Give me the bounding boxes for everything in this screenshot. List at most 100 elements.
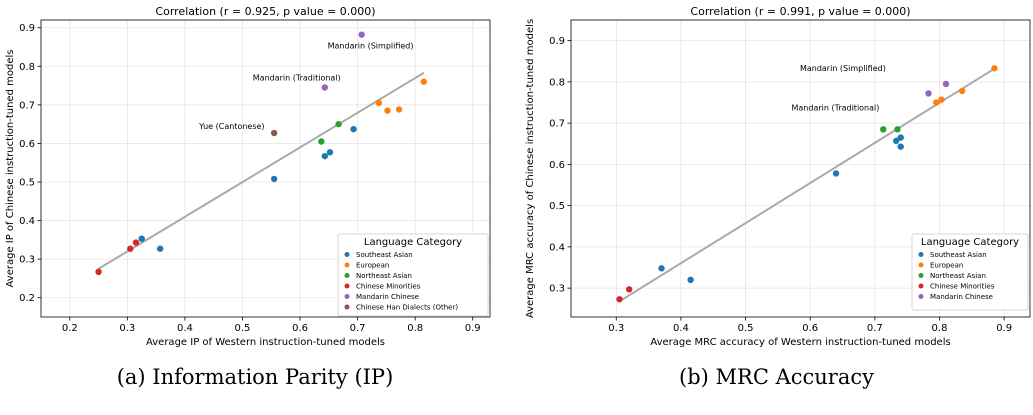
y-tick-label: 0.2 — [19, 293, 35, 304]
point-annotation: Mandarin (Traditional) — [792, 103, 880, 112]
data-point — [270, 129, 278, 137]
legend-label: Chinese Han Dialects (Other) — [356, 304, 458, 312]
legend-title: Language Category — [364, 237, 462, 248]
x-tick-label: 0.5 — [235, 323, 251, 334]
x-tick-label: 0.2 — [62, 323, 78, 334]
data-point — [350, 125, 357, 133]
data-point — [375, 99, 383, 107]
ip-chart-panel: 0.2 0.3 0.4 0.5 0.6 0.7 0.8 0.9 0.2 0.3 0.4 0.5 0.6 0… — [0, 0, 510, 415]
data-point — [942, 80, 950, 88]
mrc-scatter-chart: 0.3 0.4 0.5 0.6 0.7 0.8 0.9 0.3 0.4 0.5 0.6 0.7 0.8 0… — [525, 5, 1031, 348]
data-point — [832, 170, 840, 177]
point-annotation: Mandarin (Simplified) — [800, 64, 886, 73]
data-point — [958, 87, 966, 95]
legend-label: Chinese Minorities — [930, 283, 995, 291]
data-point — [321, 152, 328, 160]
data-point — [127, 245, 134, 252]
x-axis-label: Average MRC accuracy of Western instruct… — [650, 337, 950, 348]
point-annotation: Mandarin (Simplified) — [328, 42, 414, 51]
data-point — [897, 134, 904, 141]
data-point — [358, 31, 365, 38]
point-annotation: Mandarin (Traditional) — [253, 74, 341, 83]
ip-chart-caption: (a) Information Parity (IP) — [116, 365, 394, 389]
x-tick-label: 0.6 — [292, 323, 308, 334]
chart-title: Correlation (r = 0.925, p value = 0.000) — [155, 5, 375, 18]
plot-area-frame — [40, 19, 491, 318]
legend-marker — [918, 262, 924, 268]
data-point — [625, 286, 633, 293]
x-tick-label: 0.8 — [932, 323, 948, 334]
data-point — [270, 175, 278, 183]
x-tick-label: 0.4 — [673, 323, 689, 334]
data-point — [938, 96, 945, 103]
legend-label: European — [930, 262, 963, 270]
trend-line — [618, 67, 995, 303]
legend-marker — [344, 252, 350, 257]
legend-label: Mandarin Chinese — [356, 293, 419, 301]
x-tick-label: 0.7 — [867, 323, 883, 334]
data-point — [616, 296, 623, 303]
data-point — [894, 126, 901, 133]
x-tick-label: 0.5 — [738, 323, 754, 334]
legend-title: Language Category — [921, 237, 1019, 248]
data-point — [925, 90, 932, 97]
data-point — [892, 137, 900, 145]
y-tick-label: 0.9 — [19, 23, 35, 34]
x-tick-label: 0.8 — [407, 323, 423, 334]
legend-marker — [344, 262, 350, 268]
legend-marker — [344, 273, 350, 278]
x-axis-label: Average IP of Western instruction-tuned … — [146, 337, 385, 348]
plot-area-frame — [570, 19, 1031, 318]
legend-marker — [918, 252, 924, 257]
data-point — [687, 276, 694, 284]
legend-marker — [918, 283, 924, 289]
data-point — [658, 265, 665, 272]
chart-title: Correlation (r = 0.991, p value = 0.000) — [690, 5, 910, 18]
x-tick-label: 0.7 — [350, 323, 366, 334]
y-tick-label: 0.8 — [549, 77, 565, 88]
y-tick-label: 0.8 — [19, 62, 35, 73]
y-axis-label: Average IP of Chinese instruction-tuned … — [5, 50, 16, 288]
legend-label: Northeast Asian — [930, 272, 986, 280]
data-point — [384, 107, 391, 114]
point-annotation: Yue (Cantonese) — [198, 122, 264, 131]
ip-scatter-chart: 0.2 0.3 0.4 0.5 0.6 0.7 0.8 0.9 0.2 0.3 0.4 0.5 0.6 0… — [5, 5, 491, 348]
y-tick-label: 0.4 — [19, 216, 35, 227]
data-point — [880, 126, 887, 133]
data-point — [335, 120, 342, 128]
data-point — [138, 235, 145, 242]
legend-marker — [344, 283, 350, 289]
data-point — [318, 138, 325, 145]
legend-label: Southeast Asian — [930, 251, 987, 259]
data-point — [132, 239, 140, 246]
y-tick-label: 0.6 — [549, 160, 565, 171]
data-point — [95, 268, 102, 276]
data-point — [326, 149, 334, 156]
x-tick-label: 0.4 — [177, 323, 193, 334]
y-tick-label: 0.6 — [19, 139, 35, 150]
legend-box — [337, 233, 489, 317]
y-axis-label: Average MRC accuracy of Chinese instruct… — [525, 19, 536, 318]
y-tick-label: 0.7 — [19, 100, 35, 111]
legend-label: Southeast Asian — [356, 251, 413, 259]
x-tick-label: 0.6 — [802, 323, 818, 334]
y-tick-label: 0.3 — [549, 284, 565, 295]
legend-marker — [344, 304, 350, 310]
y-tick-label: 0.7 — [549, 119, 565, 130]
data-point — [395, 106, 403, 113]
data-point — [156, 245, 164, 252]
legend-marker — [918, 294, 924, 299]
data-point — [420, 78, 428, 85]
legend-label: Chinese Minorities — [356, 283, 421, 291]
legend-label: Mandarin Chinese — [930, 293, 993, 301]
y-tick-label: 0.5 — [549, 201, 565, 212]
legend-marker — [918, 273, 924, 278]
y-tick-label: 0.3 — [19, 255, 35, 266]
y-tick-label: 0.9 — [549, 36, 565, 47]
x-tick-label: 0.9 — [996, 323, 1012, 334]
x-tick-label: 0.3 — [608, 323, 624, 334]
data-point — [321, 84, 328, 91]
legend-box — [911, 233, 1029, 311]
mrc-chart-panel: 0.3 0.4 0.5 0.6 0.7 0.8 0.9 0.3 0.4 0.5 0.6 0.7 0.8 0… — [520, 0, 1033, 415]
mrc-chart-caption: (b) MRC Accuracy — [679, 365, 874, 389]
